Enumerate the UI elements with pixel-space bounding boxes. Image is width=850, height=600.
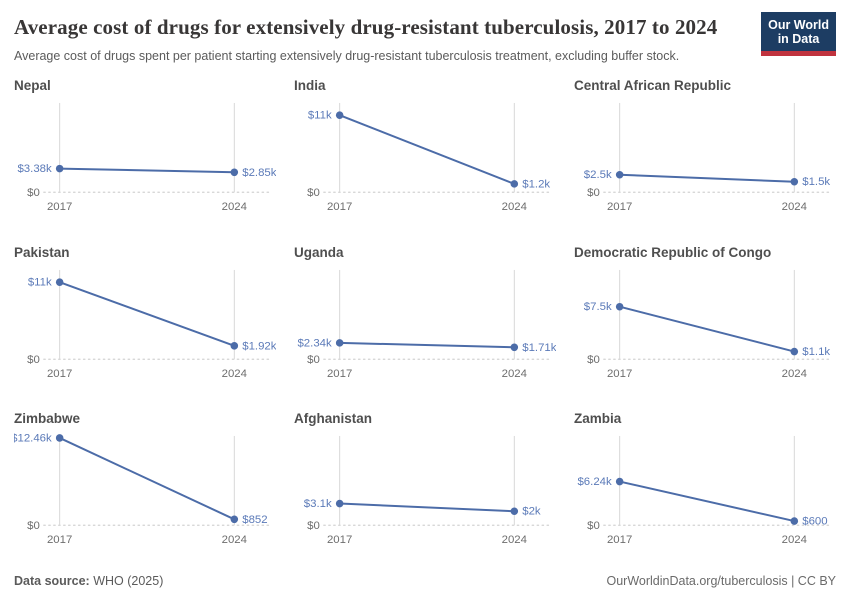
facet-title: Democratic Republic of Congo [574,244,772,260]
data-source-value: WHO (2025) [89,574,164,588]
svg-text:$11k: $11k [28,276,52,288]
facet-title: Zambia [574,411,622,427]
svg-text:$0: $0 [587,187,600,199]
facet-zimbabwe: Zimbabwe $0 2017 2024 $12.46k $852 [14,411,276,568]
svg-text:$6.24k: $6.24k [577,476,612,488]
svg-text:$1.5k: $1.5k [802,176,830,188]
svg-text:2024: 2024 [502,535,528,547]
facet-india: India $0 2017 2024 $11k $1.2k [294,78,556,235]
svg-text:$1.71k: $1.71k [522,341,556,353]
svg-text:2024: 2024 [222,368,248,380]
chart-title: Average cost of drugs for extensively dr… [14,15,718,39]
svg-text:2024: 2024 [502,201,528,213]
svg-text:$0: $0 [27,187,40,199]
line-chart-canvas[interactable]: $0 2017 2024 $7.5k $1.1k [574,266,836,387]
facet-uganda: Uganda $0 2017 2024 $2.34k $1.71k [294,245,556,402]
svg-text:2024: 2024 [782,201,808,213]
svg-text:$2.85k: $2.85k [242,167,276,179]
svg-text:2024: 2024 [222,535,248,547]
line-chart-canvas[interactable]: $0 2017 2024 $6.24k $600 [574,432,836,553]
svg-text:$3.38k: $3.38k [17,163,52,175]
line-chart-canvas[interactable]: $0 2017 2024 $12.46k $852 [14,432,276,553]
facet-title: Zimbabwe [14,411,81,427]
owid-license-link[interactable]: OurWorldinData.org/tuberculosis | CC BY [606,574,837,588]
facet-democratic-republic-of-congo: Democratic Republic of Congo $0 2017 2024 $… [574,245,836,402]
owid-logo[interactable]: Our World in Data [761,12,836,56]
header-text: Average cost of drugs for extensively dr… [14,12,717,65]
svg-text:$852: $852 [242,514,267,526]
facet-title: Nepal [14,77,51,93]
svg-text:$2.34k: $2.34k [297,337,332,349]
svg-text:$1.92k: $1.92k [242,340,276,352]
svg-text:2024: 2024 [222,201,248,213]
facet-central-african-republic: Central African Republic $0 2017 2024 $2.5k… [574,78,836,235]
owid-logo-line2: in Data [777,32,820,47]
facet-afghanistan: Afghanistan $0 2017 2024 $3.1k $2k [294,411,556,568]
svg-text:2017: 2017 [47,368,72,380]
svg-text:2017: 2017 [47,201,72,213]
facet-title: Uganda [294,244,344,260]
line-chart-canvas[interactable]: $0 2017 2024 $2.34k $1.71k [294,266,556,387]
svg-text:$11k: $11k [308,110,332,122]
svg-text:$7.5k: $7.5k [584,301,612,313]
svg-text:$3.1k: $3.1k [304,498,332,510]
svg-text:2017: 2017 [607,535,632,547]
facet-nepal: Nepal $0 2017 2024 $3.38k $2.85k [14,78,276,235]
svg-text:$0: $0 [587,354,600,366]
facet-title: Central African Republic [574,77,732,93]
svg-text:$0: $0 [27,521,40,533]
chart-subtitle: Average cost of drugs spent per patient … [14,48,680,63]
svg-text:2017: 2017 [327,368,352,380]
facet-pakistan: Pakistan $0 2017 2024 $11k $1.92k [14,245,276,402]
data-source: Data source: WHO (2025) [14,574,163,588]
svg-text:$0: $0 [27,354,40,366]
facet-title: Afghanistan [294,411,373,427]
svg-text:2017: 2017 [327,201,352,213]
line-chart-canvas[interactable]: $0 2017 2024 $2.5k $1.5k [574,99,836,220]
svg-text:2024: 2024 [502,368,528,380]
svg-text:2024: 2024 [782,535,808,547]
footer: Data source: WHO (2025) OurWorldinData.o… [14,574,836,588]
facet-zambia: Zambia $0 2017 2024 $6.24k $600 [574,411,836,568]
svg-text:2017: 2017 [607,368,632,380]
facet-title: Pakistan [14,244,70,260]
line-chart-canvas[interactable]: $0 2017 2024 $3.38k $2.85k [14,99,276,220]
svg-text:$0: $0 [587,521,600,533]
header: Average cost of drugs for extensively dr… [14,12,836,65]
svg-text:$2k: $2k [522,506,541,518]
owid-logo-line1: Our World [768,18,829,32]
svg-text:$12.46k: $12.46k [14,433,52,445]
svg-text:$1.1k: $1.1k [802,346,830,358]
line-chart-canvas[interactable]: $0 2017 2024 $11k $1.2k [294,99,556,220]
facet-title: India [294,77,326,93]
svg-text:$0: $0 [307,187,320,199]
line-chart-canvas[interactable]: $0 2017 2024 $3.1k $2k [294,432,556,553]
svg-text:$0: $0 [307,354,320,366]
svg-text:2017: 2017 [47,535,72,547]
svg-text:$0: $0 [307,521,320,533]
svg-text:$2.5k: $2.5k [584,169,612,181]
line-chart-canvas[interactable]: $0 2017 2024 $11k $1.92k [14,266,276,387]
svg-text:2017: 2017 [327,535,352,547]
svg-text:2024: 2024 [782,368,808,380]
facet-grid: Nepal $0 2017 2024 $3.38k $2.85k India $0 201… [14,78,836,568]
svg-text:2017: 2017 [607,201,632,213]
data-source-label: Data source: [14,574,90,588]
svg-text:$600: $600 [802,516,827,528]
svg-text:$1.2k: $1.2k [522,178,550,190]
